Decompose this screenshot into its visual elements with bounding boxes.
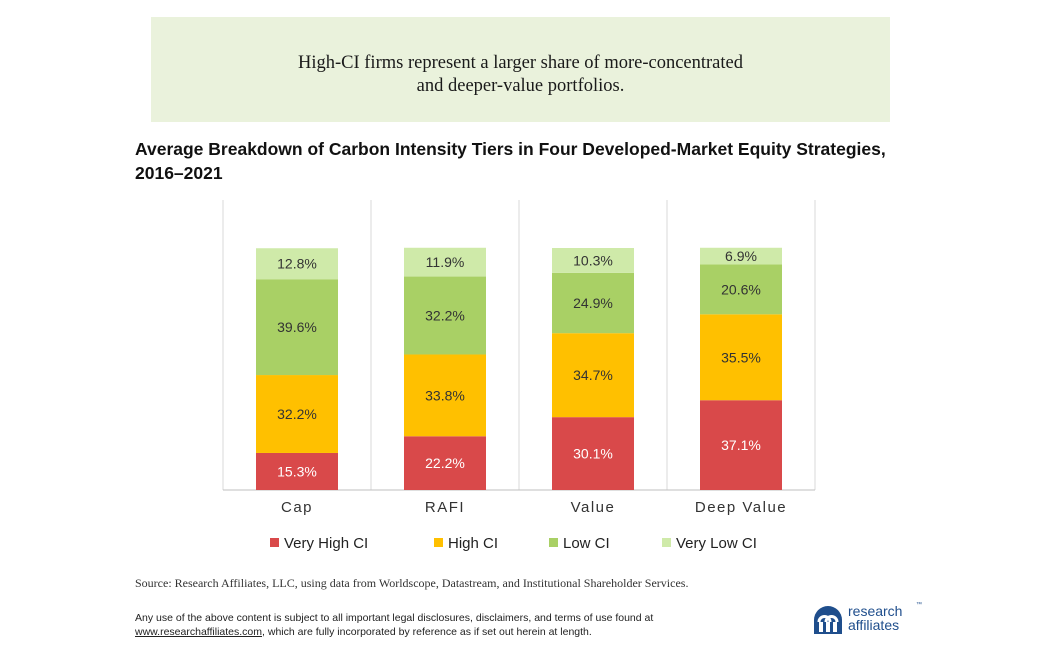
chart-title: Average Breakdown of Carbon Intensity Ti… (135, 139, 886, 183)
disclaimer-text-rest: , which are fully incorporated by refere… (262, 626, 592, 638)
legend-label: Low CI (563, 535, 610, 552)
data-label: 24.9% (573, 295, 613, 311)
legend-label: High CI (448, 535, 498, 552)
data-label: 22.2% (425, 455, 465, 471)
data-label: 32.2% (425, 308, 465, 324)
legend-swatch (434, 538, 443, 547)
legend-swatch (549, 538, 558, 547)
data-label: 32.2% (277, 406, 317, 422)
data-label: 6.9% (725, 248, 757, 264)
bar-segment-very-low-ci (552, 248, 634, 273)
data-label: 10.3% (573, 252, 613, 268)
data-label: 39.6% (277, 319, 317, 335)
bar-segment-high-ci (256, 375, 338, 453)
logo-mark-icon (814, 606, 842, 634)
legend-label: Very High CI (284, 535, 368, 552)
website-link[interactable]: www.researchaffiliates.com (135, 626, 263, 638)
legend-label: Very Low CI (676, 535, 757, 552)
disclaimer-text: Any use of the above content is subject … (135, 612, 654, 624)
data-label: 35.5% (721, 349, 761, 365)
bar-segment-high-ci (404, 354, 486, 437)
data-label: 30.1% (573, 446, 613, 462)
x-tick-label: RAFI (425, 499, 465, 516)
data-label: 20.6% (721, 281, 761, 297)
data-label: 11.9% (426, 254, 465, 270)
summary-callout: High-CI firms represent a larger share o… (151, 17, 890, 122)
x-tick-label: Value (571, 499, 616, 516)
bar-segment-low-ci (552, 272, 634, 334)
bar-segment-very-low-ci (256, 248, 338, 280)
data-label: 15.3% (277, 463, 317, 479)
logo-trademark: ™ (916, 602, 922, 608)
bar-segment-very-high-ci (256, 452, 338, 490)
data-label: 12.8% (277, 256, 317, 272)
bar-segment-low-ci (700, 264, 782, 315)
callout-text: High-CI firms represent a larger share o… (297, 53, 743, 96)
x-tick-label: Cap (281, 499, 313, 516)
bar-segment-very-low-ci (404, 247, 486, 277)
legend-swatch (662, 538, 671, 547)
bar-segment-very-low-ci (700, 247, 782, 265)
disclaimer: Any use of the above content is subject … (135, 611, 775, 639)
bar-segment-high-ci (700, 314, 782, 401)
bar-segment-very-high-ci (700, 400, 782, 490)
logo-line2: affiliates (848, 617, 900, 633)
bar-segment-low-ci (256, 279, 338, 376)
legend-swatch (270, 538, 279, 547)
bar-segment-high-ci (552, 333, 634, 418)
data-label: 34.7% (573, 367, 613, 383)
bar-segment-very-high-ci (552, 417, 634, 490)
data-label: 33.8% (425, 387, 465, 403)
bar-segment-very-high-ci (404, 436, 486, 490)
bar-segment-low-ci (404, 276, 486, 355)
data-label: 37.1% (721, 437, 761, 453)
logo-line1: research (848, 603, 903, 619)
research-affiliates-logo: research affiliates ™ (812, 601, 932, 641)
x-tick-label: Deep Value (695, 499, 787, 516)
logo-wordmark: research affiliates (848, 604, 902, 632)
source-note: Source: Research Affiliates, LLC, using … (135, 576, 689, 590)
